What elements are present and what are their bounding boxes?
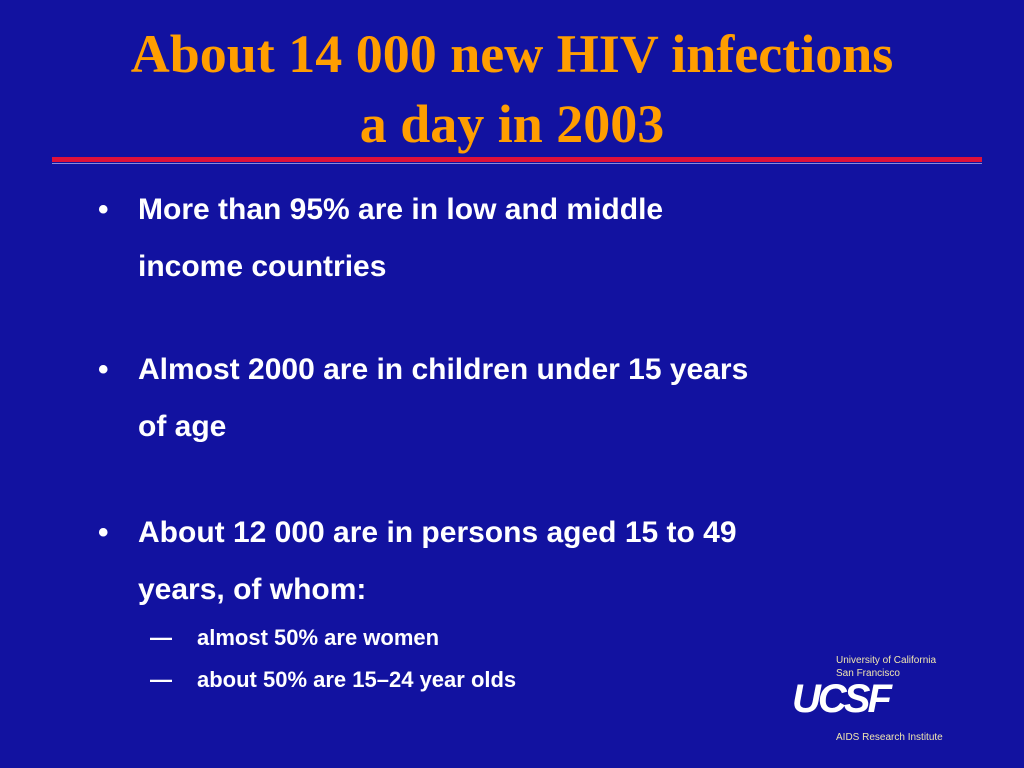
bullet-text: Almost 2000 are in children under 15 yea… <box>138 353 749 386</box>
title-line: About 14 000 new HIV infections <box>130 24 894 84</box>
logo-text: University of California <box>836 655 937 666</box>
sub-bullet-mark: — <box>150 667 172 692</box>
bullet-mark: • <box>98 193 109 226</box>
bullet-text: years, of whom: <box>138 573 367 606</box>
logo-text: AIDS Research Institute <box>836 732 943 743</box>
title-rule <box>52 157 982 162</box>
bullet-text: More than 95% are in low and middle <box>138 193 664 226</box>
sub-bullet-text: about 50% are 15–24 year olds <box>197 667 517 692</box>
sub-bullet-text: almost 50% are women <box>197 625 440 650</box>
bullet-text: income countries <box>138 250 387 283</box>
bullet-mark: • <box>98 353 109 386</box>
logo-mark: UCSF <box>792 677 892 721</box>
title-line: a day in 2003 <box>359 94 665 154</box>
title-rule-shadow <box>52 163 982 164</box>
bullet-text: About 12 000 are in persons aged 15 to 4… <box>138 516 737 549</box>
bullet-text: of age <box>138 410 227 443</box>
bullet-mark: • <box>98 516 109 549</box>
logo-text: San Francisco <box>836 668 900 679</box>
sub-bullet-mark: — <box>150 625 172 650</box>
